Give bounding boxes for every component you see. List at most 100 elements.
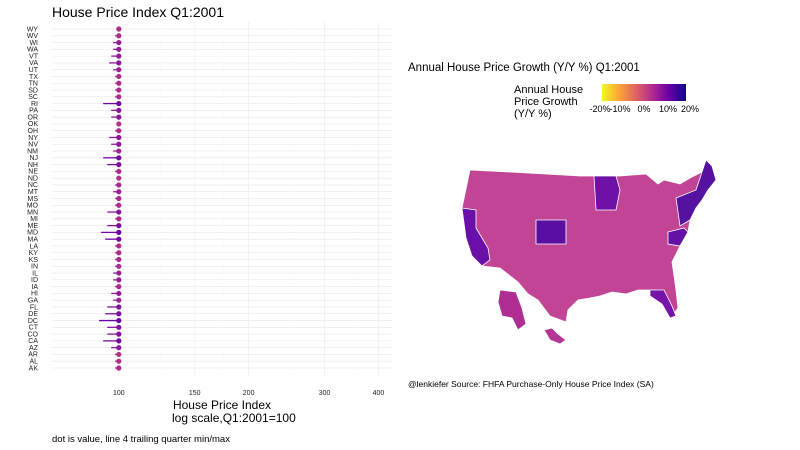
x-tick-label: 150 bbox=[189, 390, 201, 397]
state-label-al: AL bbox=[29, 359, 38, 366]
state-label-de: DE bbox=[28, 311, 38, 318]
source-note: @lenkiefer Source: FHFA Purchase-Only Ho… bbox=[408, 379, 654, 389]
value-dot-nd bbox=[116, 175, 122, 181]
value-dot-ok bbox=[116, 121, 122, 127]
state-label-ks: KS bbox=[29, 257, 39, 264]
legend-title-line-3: (Y/Y %) bbox=[514, 108, 552, 120]
state-label-fl: FL bbox=[30, 304, 38, 311]
state-label-ut: UT bbox=[29, 67, 39, 74]
value-dot-ms bbox=[116, 195, 122, 202]
value-dot-ak bbox=[116, 365, 122, 371]
value-dot-nm bbox=[116, 148, 122, 154]
state-label-va: VA bbox=[29, 60, 38, 67]
legend-tick: 20% bbox=[680, 104, 700, 114]
value-dot-wi bbox=[116, 39, 122, 46]
x-tick-labels: 100 150 200 300 400 bbox=[113, 390, 384, 397]
value-dot-az bbox=[116, 345, 122, 351]
value-dot-wa bbox=[116, 46, 122, 52]
state-label-vt: VT bbox=[29, 53, 39, 60]
value-dot-ks bbox=[116, 256, 122, 263]
value-dot-de bbox=[116, 311, 122, 317]
state-label-nc: NC bbox=[28, 182, 38, 189]
value-dot-wy bbox=[116, 26, 122, 32]
value-dot-ga bbox=[116, 297, 122, 303]
value-dot-ny bbox=[116, 134, 122, 141]
state-label-mi: MI bbox=[30, 216, 38, 223]
state-label-ms: MS bbox=[28, 196, 39, 203]
value-dot-ky bbox=[116, 250, 122, 256]
state-label-pa: PA bbox=[29, 108, 38, 115]
value-dot-mi bbox=[116, 216, 122, 222]
state-label-wv: WV bbox=[27, 33, 39, 40]
state-label-ri: RI bbox=[31, 101, 38, 108]
state-label-mo: MO bbox=[27, 203, 39, 210]
map-title: Annual House Price Growth (Y/Y %) Q1:200… bbox=[408, 62, 640, 74]
state-label-tx: TX bbox=[29, 74, 38, 81]
state-label-ia: IA bbox=[31, 284, 38, 291]
state-label-ky: KY bbox=[29, 250, 39, 257]
state-label-md: MD bbox=[27, 230, 38, 237]
value-dot-ne bbox=[116, 168, 122, 174]
value-dot-me bbox=[116, 223, 122, 229]
value-dot-ia bbox=[116, 284, 122, 290]
value-dot-ca bbox=[116, 338, 122, 344]
value-dot-nv bbox=[116, 141, 122, 147]
x-tick-label: 400 bbox=[373, 390, 385, 397]
hawaii-shape bbox=[543, 327, 567, 345]
state-label-il: IL bbox=[32, 270, 38, 277]
state-label-mn: MN bbox=[27, 209, 38, 216]
x-tick-label: 200 bbox=[243, 390, 255, 397]
value-dot-tx bbox=[116, 73, 122, 80]
california-shape bbox=[461, 207, 491, 267]
state-label-sc: SC bbox=[28, 94, 38, 101]
grid-lines bbox=[52, 22, 392, 376]
mid-atlantic-shape bbox=[667, 227, 689, 247]
state-label-nh: NH bbox=[28, 162, 38, 169]
legend-title: Annual House Price Growth (Y/Y %) bbox=[514, 84, 604, 120]
state-label-me: ME bbox=[28, 223, 39, 230]
state-label-nm: NM bbox=[27, 148, 38, 155]
state-label-wi: WI bbox=[29, 40, 38, 47]
state-label-nj: NJ bbox=[29, 155, 38, 162]
state-label-hi: HI bbox=[31, 291, 38, 298]
value-dot-sc bbox=[116, 94, 122, 100]
x-axis-label-line-2: log scale,Q1:2001=100 bbox=[172, 411, 296, 425]
state-label-ct: CT bbox=[29, 325, 39, 332]
alaska-shape bbox=[497, 289, 527, 331]
northeast-shape bbox=[675, 159, 717, 227]
state-label-la: LA bbox=[29, 243, 38, 250]
x-axis-label: House Price Index log scale,Q1:2001=100 bbox=[172, 398, 296, 425]
value-dot-nc bbox=[116, 182, 122, 188]
state-label-mt: MT bbox=[28, 189, 39, 196]
state-label-ne: NE bbox=[28, 169, 38, 176]
x-axis-label-line-1: House Price Index bbox=[172, 398, 272, 412]
x-tick-label: 300 bbox=[319, 390, 331, 397]
state-labels: AKALARAZCACOCTDCDEFLGAHIIAIDILINKSKYLAMA… bbox=[27, 26, 39, 372]
legend-tick: -20% bbox=[589, 104, 611, 114]
state-label-wy: WY bbox=[27, 26, 39, 33]
legend-tick: 10% bbox=[658, 104, 678, 114]
chart-caption: dot is value, line 4 trailing quarter mi… bbox=[52, 434, 230, 445]
legend-tick: 0% bbox=[637, 104, 651, 114]
value-dot-va bbox=[116, 60, 122, 66]
state-label-sd: SD bbox=[28, 87, 38, 94]
value-dot-il bbox=[116, 270, 122, 276]
state-label-tn: TN bbox=[29, 81, 38, 88]
dot-plot-title: House Price Index Q1:2001 bbox=[52, 4, 224, 20]
legend-ticks: -20% -10% 0% 10% 20% bbox=[589, 104, 700, 116]
state-label-id: ID bbox=[31, 277, 38, 284]
value-dot-dc bbox=[116, 317, 122, 324]
state-label-ny: NY bbox=[28, 135, 38, 142]
state-label-co: CO bbox=[28, 331, 39, 338]
state-label-dc: DC bbox=[28, 318, 38, 325]
legend-tick: -10% bbox=[609, 104, 631, 114]
state-label-ar: AR bbox=[28, 352, 38, 359]
state-label-az: AZ bbox=[29, 345, 39, 352]
state-label-nd: ND bbox=[28, 175, 38, 182]
value-dot-md bbox=[116, 229, 122, 235]
state-label-ma: MA bbox=[28, 236, 39, 243]
value-dot-tn bbox=[116, 80, 122, 86]
value-dot-id bbox=[116, 277, 122, 283]
value-dot-vt bbox=[116, 53, 122, 59]
value-dot-wv bbox=[116, 33, 122, 39]
